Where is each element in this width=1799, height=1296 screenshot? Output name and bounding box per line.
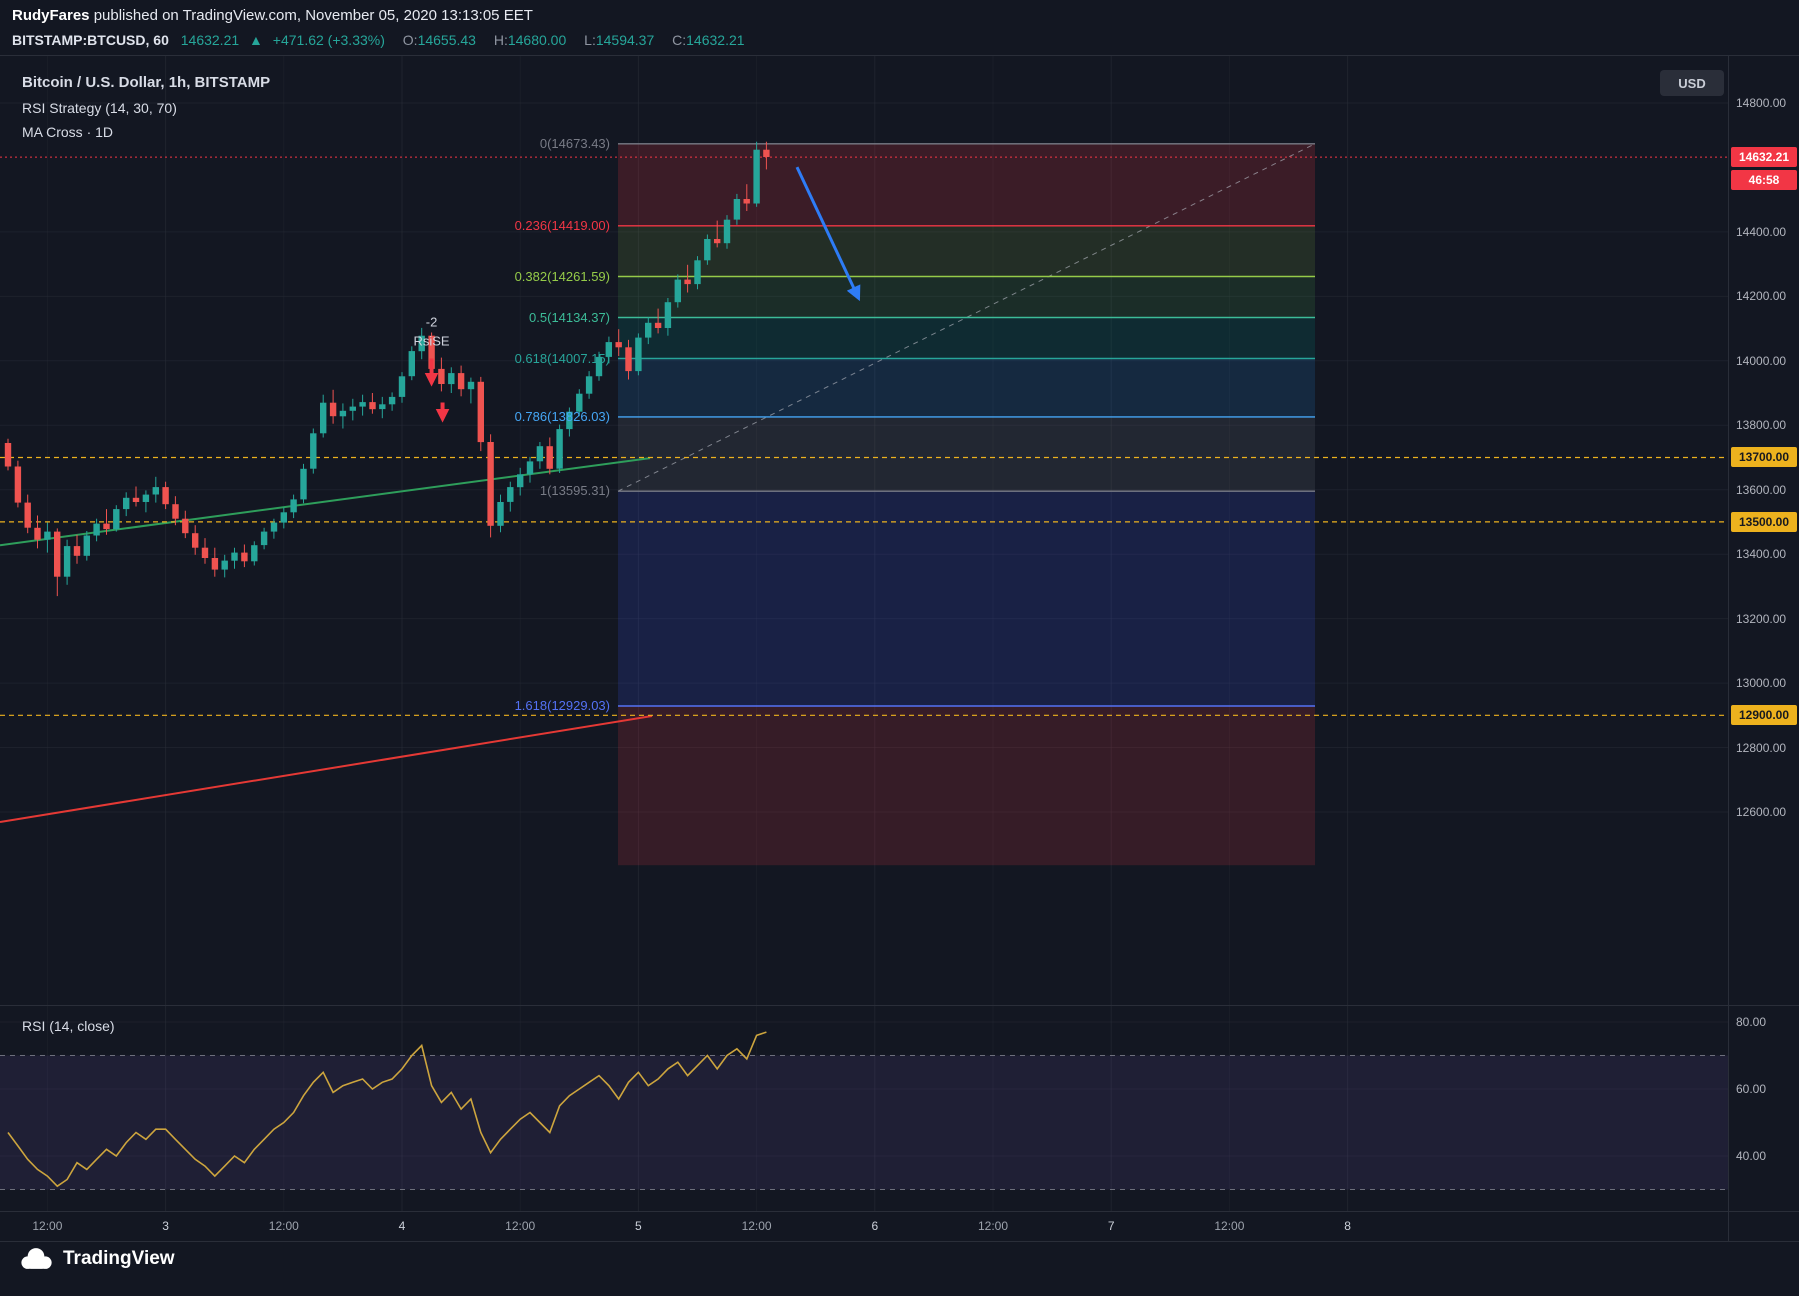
pane-divider (0, 1005, 1799, 1006)
time-tick-label: 12:00 (32, 1219, 63, 1233)
tradingview-logo-link[interactable]: TradingView (18, 1246, 175, 1271)
last-price-badge: 14632.21 (1731, 147, 1797, 168)
price-tick-label: 13000.00 (1736, 676, 1787, 691)
time-tick-label: 12:00 (741, 1219, 772, 1233)
price-tick-label: 14000.00 (1736, 353, 1787, 368)
price-tick-label: 13200.00 (1736, 611, 1787, 626)
price-tick-label: 13800.00 (1736, 418, 1787, 433)
price-tick-label: 14400.00 (1736, 224, 1787, 239)
time-tick-label: 5 (635, 1219, 642, 1233)
rsi-tick-label: 60.00 (1736, 1082, 1767, 1096)
time-tick-label: 12:00 (505, 1219, 536, 1233)
low-value: 14594.37 (595, 32, 655, 48)
price-tick-label: 14800.00 (1736, 96, 1787, 110)
publisher-name: RudyFares (12, 7, 90, 24)
rsi-study-label: RSI (14, close) (22, 1018, 115, 1034)
up-triangle-icon: ▲ (249, 32, 263, 48)
price-change: +471.62 (+3.33%) (272, 32, 385, 48)
rsi-tick-label: 80.00 (1736, 1015, 1767, 1029)
symbol-stats-bar: BITSTAMP:BTCUSD, 60 14632.21 ▲ +471.62 (… (12, 32, 751, 48)
bottom-divider (0, 1241, 1799, 1242)
svg-text:-2: -2 (426, 315, 438, 330)
header-divider (0, 55, 1799, 56)
price-tick-label: 13400.00 (1736, 547, 1787, 562)
time-tick-label: 12:00 (977, 1219, 1009, 1233)
tradingview-cloud-icon (21, 1248, 52, 1269)
alert-price-badge: 13700.00 (1731, 447, 1797, 468)
bar-countdown-badge: 46:58 (1731, 170, 1797, 191)
chart-title: Bitcoin / U.S. Dollar, 1h, BITSTAMP (22, 74, 271, 91)
time-tick-label: 4 (398, 1219, 406, 1233)
publish-details: published on TradingView.com, November 0… (89, 7, 533, 24)
time-tick-label: 6 (871, 1219, 879, 1233)
low-label: L: (584, 32, 596, 48)
time-tick-label: 7 (1107, 1219, 1115, 1233)
time-axis[interactable]: 12:00 3 12:00 4 12:00 5 12:00 6 12:00 7 12:00 8 (0, 1212, 1728, 1241)
study-rsi-strategy: RSI Strategy (14, 30, 70) (22, 100, 177, 116)
study-ma-cross: MA Cross · 1D (22, 124, 114, 140)
time-tick-label: 12:00 (268, 1219, 299, 1233)
tradingview-wordmark: TradingView (63, 1247, 175, 1269)
candlestick-chart-canvas[interactable]: -2 RsiSE (0, 56, 1728, 1006)
high-value: 14680.00 (507, 32, 567, 48)
time-tick-label: 8 (1344, 1219, 1351, 1233)
rsi-tick-label: 40.00 (1736, 1149, 1767, 1163)
close-label: C: (672, 32, 687, 48)
time-axis-divider (0, 1211, 1799, 1212)
main-price-pane[interactable]: -2 RsiSE 0(14673.43) 0.236(14419.00) 0.382(… (0, 56, 1728, 1006)
price-tick-label: 12800.00 (1736, 740, 1787, 755)
time-tick-label: 12:00 (1214, 1219, 1245, 1233)
rsi-pane-canvas[interactable] (0, 1006, 1728, 1211)
open-value: 14655.43 (417, 32, 476, 48)
time-tick-label: 3 (162, 1219, 169, 1233)
price-tick-label: 13600.00 (1736, 482, 1787, 497)
currency-unit-button[interactable]: USD (1660, 70, 1724, 96)
last-price: 14632.21 (180, 32, 240, 48)
price-tick-label: 14200.00 (1736, 289, 1787, 304)
alert-price-badge: 13500.00 (1731, 511, 1797, 532)
alert-price-badge: 12900.00 (1731, 705, 1797, 726)
close-value: 14632.21 (686, 32, 745, 48)
open-label: O: (402, 32, 418, 48)
svg-text:RsiSE: RsiSE (413, 334, 449, 349)
high-label: H: (493, 32, 508, 48)
price-tick-label: 12600.00 (1736, 804, 1787, 819)
symbol-name: BITSTAMP:BTCUSD, 60 (12, 32, 169, 48)
price-axis-divider (1728, 56, 1729, 1241)
price-axis[interactable]: 14800.00 14400.00 14200.00 14000.00 13800.00… (1729, 0, 1799, 1296)
publish-info: RudyFares published on TradingView.com, … (12, 7, 533, 24)
